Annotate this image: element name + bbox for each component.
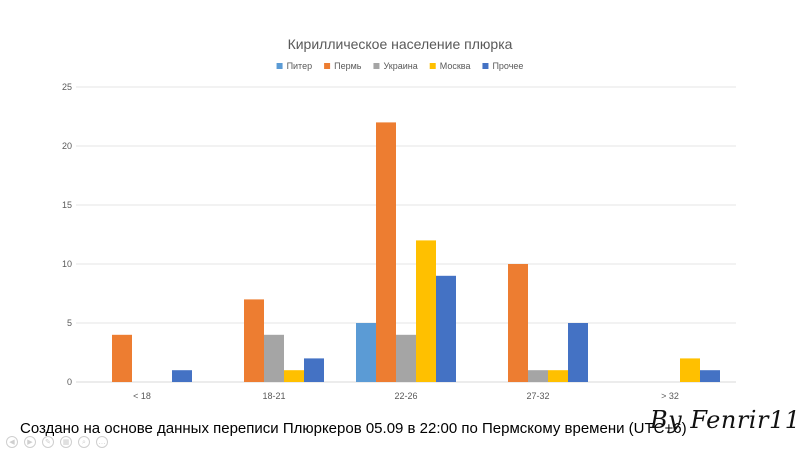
bar--18-1 xyxy=(112,334,132,382)
y-tick-label: 25 xyxy=(62,82,72,92)
bar-27-32-2 xyxy=(528,370,548,382)
bar-18-21-1 xyxy=(244,299,264,382)
legend-swatch xyxy=(373,63,380,69)
bar-18-21-2 xyxy=(264,334,284,382)
legend-swatch xyxy=(324,63,331,69)
x-axis: < 18 18-21 22-26 27-32 > 32 xyxy=(133,391,679,401)
bar-27-32-4 xyxy=(568,323,588,382)
zoom-icon[interactable]: ⌕ xyxy=(78,436,90,448)
more-icon[interactable]: … xyxy=(96,436,108,448)
bar-27-32-3 xyxy=(548,370,568,382)
author-signature: By Fenrir112 xyxy=(650,406,800,434)
legend-label: Пермь xyxy=(334,61,362,71)
bar-22-26-3 xyxy=(416,240,436,382)
slideshow-controls: ◀ ▶ ✎ ▦ ⌕ … xyxy=(6,436,108,448)
bar--32-3 xyxy=(680,358,700,382)
y-tick-label: 10 xyxy=(62,259,72,269)
bar-22-26-4 xyxy=(436,275,456,382)
next-icon[interactable]: ▶ xyxy=(24,436,36,448)
bar-22-26-1 xyxy=(376,122,396,383)
x-tick-label: 18-21 xyxy=(262,391,285,401)
bar-27-32-1 xyxy=(508,264,528,382)
legend-swatch xyxy=(276,63,283,69)
chart-legend: Питер Пермь Украина Москва Прочее xyxy=(276,61,523,71)
legend-label: Украина xyxy=(383,61,417,71)
chart-caption: Создано на основе данных переписи Плюрке… xyxy=(20,420,687,437)
bar-18-21-4 xyxy=(304,358,324,382)
legend-label: Питер xyxy=(287,61,313,71)
x-tick-label: > 32 xyxy=(661,391,679,401)
y-tick-label: 15 xyxy=(62,200,72,210)
legend-swatch xyxy=(482,63,489,69)
legend-swatch xyxy=(429,63,436,69)
y-tick-label: 5 xyxy=(67,318,72,328)
x-tick-label: 27-32 xyxy=(526,391,549,401)
bar--18-4 xyxy=(172,370,192,382)
bar--32-4 xyxy=(700,370,720,382)
x-tick-label: 22-26 xyxy=(394,391,417,401)
chart-bars xyxy=(112,122,720,383)
bar-22-26-0 xyxy=(356,323,376,382)
x-tick-label: < 18 xyxy=(133,391,151,401)
bar-18-21-3 xyxy=(284,370,304,382)
y-tick-label: 0 xyxy=(67,377,72,387)
chart-gridlines xyxy=(76,86,736,383)
slides-icon[interactable]: ▦ xyxy=(60,436,72,448)
previous-icon[interactable]: ◀ xyxy=(6,436,18,448)
y-tick-label: 20 xyxy=(62,141,72,151)
legend-label: Москва xyxy=(440,61,471,71)
y-axis: 0 5 10 15 20 25 xyxy=(62,82,72,387)
pen-icon[interactable]: ✎ xyxy=(42,436,54,448)
legend-label: Прочее xyxy=(492,61,523,71)
bar-22-26-2 xyxy=(396,334,416,382)
chart-title: Кириллическое население плюрка xyxy=(288,36,513,52)
